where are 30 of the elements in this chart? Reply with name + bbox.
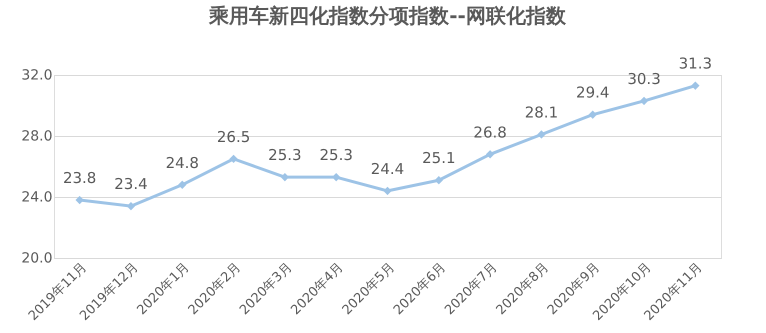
data-label: 24.4 [370,160,404,178]
data-label: 25.3 [319,146,353,164]
data-label: 24.8 [166,154,199,172]
data-label: 28.1 [524,103,558,122]
y-tick-label: 32.0 [21,68,52,84]
point [383,186,392,196]
point [75,196,84,204]
data-label: 26.8 [473,123,507,142]
data-label: 30.3 [627,70,661,88]
point [486,150,494,158]
data-label: 26.5 [216,128,250,146]
chart-title: 乘用车新四化指数分项指数--网联化指数 [208,4,567,28]
point [691,81,700,90]
point [332,172,340,182]
data-label: 29.4 [576,84,610,102]
data-label: 31.3 [678,54,712,73]
data-label: 25.3 [268,146,302,164]
point [640,96,648,106]
data-label: 23.4 [114,175,148,194]
point [229,154,238,164]
point [126,202,136,210]
point [588,110,597,119]
y-tick-label: 24.0 [21,190,52,206]
data-label: 25.1 [422,149,456,168]
y-tick-label: 28.0 [21,128,52,144]
point [434,176,443,184]
point [537,130,546,139]
y-tick-label: 20.0 [21,250,52,266]
point [178,180,186,189]
data-label: 23.8 [62,169,96,188]
